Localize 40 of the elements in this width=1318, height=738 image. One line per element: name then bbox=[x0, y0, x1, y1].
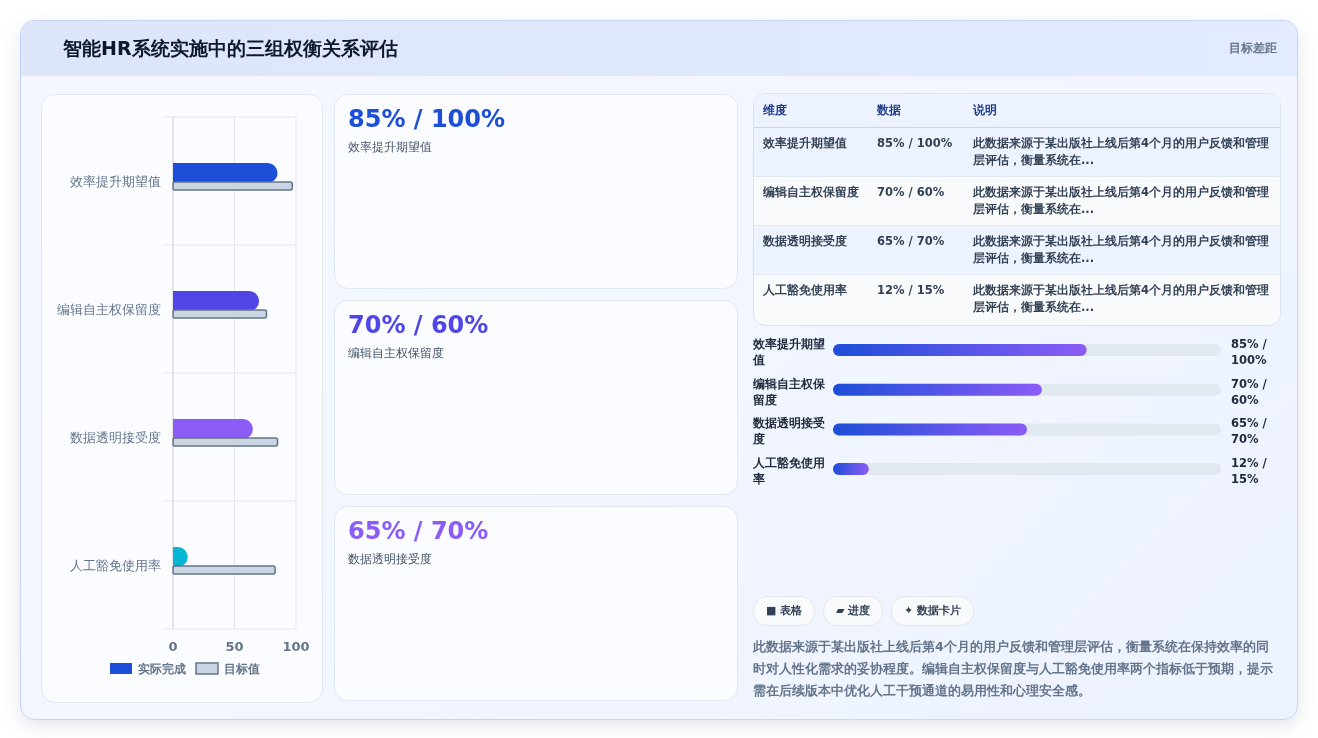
text: 65% / 70% bbox=[348, 517, 489, 545]
text: 此数据来源于某出版社上线后第4个月的用户反馈和管理层评估，衡量系统在... bbox=[964, 274, 1280, 323]
text: 此数据来源于某出版社上线后第4个月的用户反馈和管理层评估，衡量系统在... bbox=[964, 225, 1280, 275]
text: 目标差距 bbox=[1229, 40, 1277, 57]
y-tick-label: 数据透明接受度 bbox=[753, 415, 826, 448]
y-tick-label: 数据透明接受度 bbox=[70, 430, 161, 445]
text: 编辑自主权保留度 bbox=[348, 345, 444, 362]
text: 数据 bbox=[868, 94, 964, 128]
text: 此数据来源于某出版社上线后第4个月的用户反馈和管理层评估，衡量系统在... bbox=[964, 176, 1280, 226]
y-tick-label: 效率提升期望值 bbox=[753, 336, 826, 368]
text: 70% / 60% bbox=[868, 176, 964, 226]
legend-label: 目标值 bbox=[224, 662, 260, 676]
text: ■ 表格 bbox=[753, 596, 816, 626]
x-tick-label: 0 bbox=[168, 639, 178, 654]
text: 此数据来源于某出版社上线后第4个月的用户反馈和管理层评估，衡量系统在... bbox=[964, 127, 1280, 177]
text: 效率提升期望值 bbox=[348, 139, 432, 156]
text: 维度 bbox=[754, 94, 868, 128]
legend-label: 实际完成 bbox=[138, 662, 186, 676]
y-tick-label: 人工豁免使用率 bbox=[753, 455, 826, 488]
data-label: 12% / 15% bbox=[1231, 455, 1268, 488]
text: 此数据来源于某出版社上线后第4个月的用户反馈和管理层评估，衡量系统在保持效率的同时对人性化需求的妥协程度。编辑自主权保留度与人工豁免使用率两个指标低于预期，提示需在后续版本中优化人工干预通道的易用性和心理安全感。 bbox=[753, 638, 1274, 700]
text: 85% / 100% bbox=[348, 105, 506, 133]
text: 85% / 100% bbox=[868, 127, 964, 177]
text: 12% / 15% bbox=[868, 274, 964, 323]
y-tick-label: 人工豁免使用率 bbox=[70, 558, 161, 573]
text: 说明 bbox=[964, 94, 1280, 128]
data-label: 70% / 60% bbox=[1231, 375, 1268, 408]
x-tick-label: 100 bbox=[282, 639, 310, 654]
data-label: 85% / 100% bbox=[1231, 336, 1268, 368]
text: ✦ 数据卡片 bbox=[891, 596, 975, 626]
text: 65% / 70% bbox=[868, 225, 964, 275]
text: 智能HR系统实施中的三组权衡关系评估 bbox=[63, 36, 398, 61]
data-label: 65% / 70% bbox=[1231, 415, 1268, 448]
y-tick-label: 编辑自主权保留度 bbox=[57, 302, 161, 317]
text: 70% / 60% bbox=[348, 311, 489, 339]
y-tick-label: 效率提升期望值 bbox=[70, 174, 161, 189]
text: ▰ 进度 bbox=[823, 596, 884, 626]
text: 数据透明接受度 bbox=[348, 551, 432, 568]
x-tick-label: 50 bbox=[225, 639, 244, 654]
y-tick-label: 编辑自主权保留度 bbox=[753, 375, 826, 408]
